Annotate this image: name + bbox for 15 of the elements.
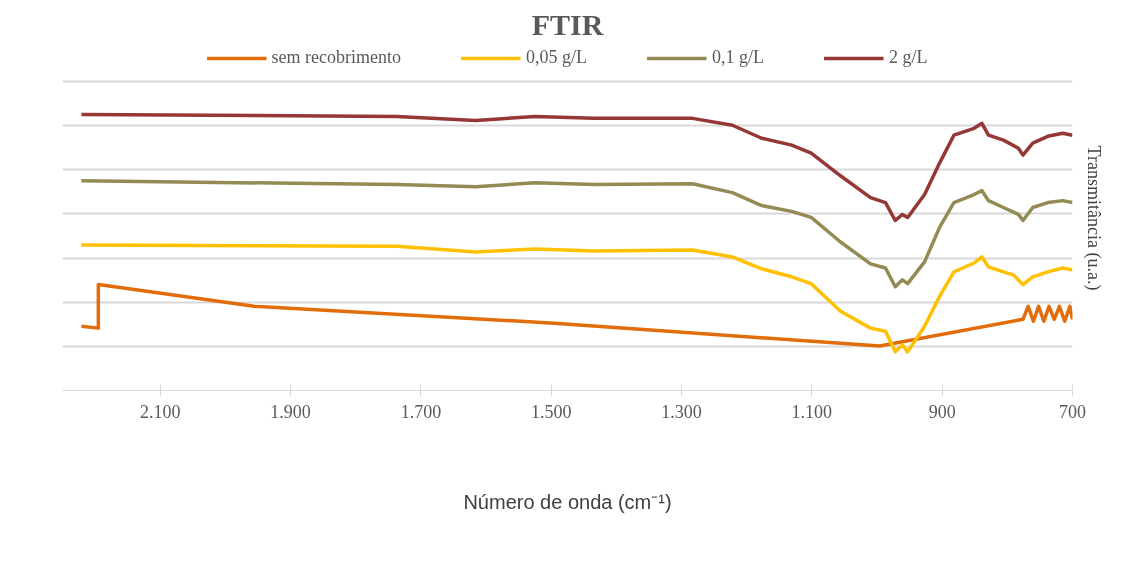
x-tick-label: 1.900 [270, 401, 311, 422]
x-tick-label: 2.100 [139, 401, 181, 422]
x-tick-label: 1.300 [661, 401, 702, 422]
y-axis-title: Transmitância (u.a.) [1082, 145, 1104, 291]
legend-label: 2 g/L [888, 47, 928, 68]
chart-title: FTIR [531, 7, 604, 41]
x-tick-label: 700 [1059, 401, 1086, 422]
x-tick-label: 1.700 [400, 401, 442, 422]
legend-label: sem recobrimento [271, 47, 401, 68]
x-axis-title: Número de onda (cm⁻¹) [463, 490, 672, 513]
x-tick-label: 900 [928, 401, 956, 422]
legend-label: 0,05 g/L [525, 47, 587, 68]
legend-label: 0,1 g/L [711, 47, 764, 68]
x-tick-label: 1.100 [791, 401, 833, 422]
x-tick-label: 1.500 [530, 401, 572, 422]
